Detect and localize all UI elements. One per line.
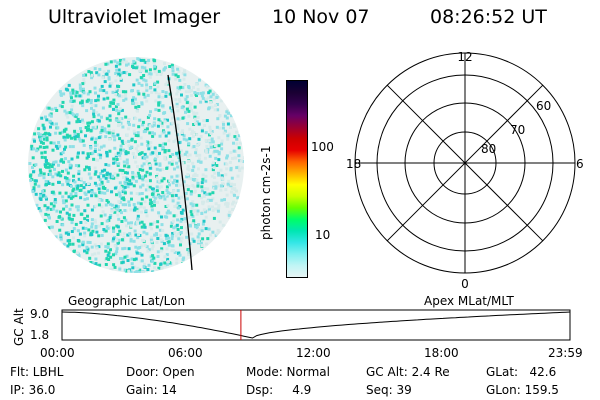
timeline-plot [61, 309, 571, 341]
timeline-y-bottom: 1.8 [30, 328, 50, 342]
uv-image-pixels [28, 57, 244, 273]
timeline-ylabel: GC Alt [12, 308, 26, 346]
mlt-label-6: 6 [576, 157, 584, 171]
mlt-label-12: 12 [457, 50, 472, 64]
apex-label: Apex MLat/MLT [424, 294, 514, 308]
x-tick-0000: 00:00 [40, 346, 75, 360]
status-glon: GLon: 159.5 [486, 383, 559, 397]
date-label: 10 Nov 07 [272, 6, 370, 28]
status-dsp: Dsp: 4.9 [246, 383, 312, 397]
colorbar-gradient [287, 81, 307, 277]
x-tick-2359: 23:59 [548, 346, 583, 360]
status-gc-alt: GC Alt: 2.4 Re [366, 365, 450, 379]
status-seq: Seq: 39 [366, 383, 412, 397]
status-filter: Flt: LBHL [10, 365, 64, 379]
timeline-frame [61, 309, 571, 341]
status-glat: GLat: 42.6 [486, 365, 557, 379]
lat-label-70: 70 [510, 123, 525, 137]
status-ip: IP: 36.0 [10, 383, 56, 397]
timeline-y-top: 9.0 [30, 307, 50, 321]
polar-diagonal-2 [386, 84, 544, 242]
status-gain: Gain: 14 [126, 383, 177, 397]
colorbar-label: photon cm-2s-1 [259, 145, 273, 241]
status-mode: Mode: Normal [246, 365, 330, 379]
colorbar [286, 80, 308, 278]
mlt-label-0: 0 [461, 277, 469, 290]
app-title: Ultraviolet Imager [48, 6, 221, 28]
x-tick-0600: 06:00 [168, 346, 203, 360]
uv-image-disk [28, 57, 244, 273]
time-label: 08:26:52 UT [430, 6, 547, 28]
x-tick-1200: 12:00 [296, 346, 331, 360]
lat-label-80: 80 [481, 142, 496, 156]
geographic-label: Geographic Lat/Lon [68, 294, 186, 308]
altitude-curve [61, 311, 571, 339]
polar-grid: 12 18 6 0 60 70 80 [346, 50, 584, 290]
colorbar-tick-10: 10 [315, 228, 331, 242]
mlt-label-18: 18 [346, 157, 361, 171]
x-tick-1800: 18:00 [424, 346, 459, 360]
colorbar-tick-100: 100 [311, 140, 334, 154]
terminator-line [167, 74, 193, 271]
lat-label-60: 60 [536, 99, 551, 113]
status-door: Door: Open [126, 365, 195, 379]
